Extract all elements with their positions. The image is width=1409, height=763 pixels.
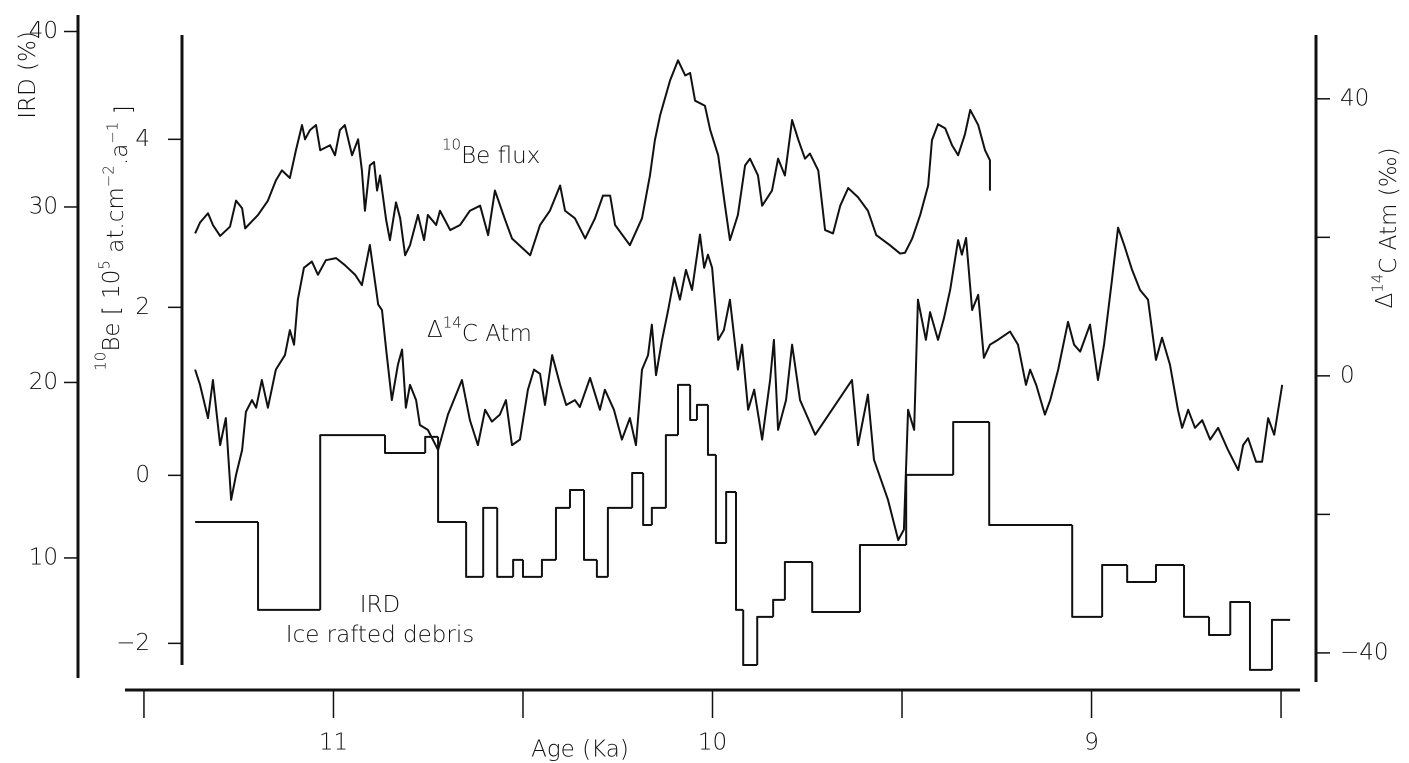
ird-step xyxy=(554,506,570,560)
ird-step xyxy=(695,403,708,421)
ird-step xyxy=(1126,564,1156,583)
ird-step xyxy=(1101,563,1128,617)
text-part: IRD xyxy=(360,592,400,618)
series-line xyxy=(194,59,991,257)
ird-step xyxy=(811,561,860,613)
text-part: 14 xyxy=(443,313,462,331)
y3-tick-label: −40 xyxy=(1340,639,1389,665)
ird-step xyxy=(783,560,813,600)
text-part: IRD (%) xyxy=(15,31,41,119)
ird-axis-title: IRD (%) xyxy=(15,31,41,119)
ird-step xyxy=(735,491,744,611)
ird-step xyxy=(706,404,716,456)
ird-step xyxy=(642,473,652,526)
ird-step xyxy=(521,559,542,578)
ird-step xyxy=(714,454,727,545)
ird-step xyxy=(1229,600,1250,635)
c14-axis-title: Δ14C Atm (‰) xyxy=(1368,147,1402,308)
ird-step xyxy=(631,472,644,508)
ird-step xyxy=(742,609,758,666)
ird-step xyxy=(540,558,556,577)
ird-step xyxy=(952,420,990,475)
y-tick-label: 40 xyxy=(29,18,58,44)
ird-step xyxy=(1154,563,1185,582)
ird-step xyxy=(1208,616,1231,636)
ird-step xyxy=(424,435,439,453)
text-part: C Atm (‰) xyxy=(1376,147,1402,273)
ird-step xyxy=(257,521,321,611)
y-tick-label: 30 xyxy=(29,193,58,219)
ird-step xyxy=(496,507,514,578)
series-line xyxy=(194,226,1284,542)
ird-step xyxy=(677,383,691,436)
ird-step xyxy=(858,543,907,612)
ird-step xyxy=(725,490,736,544)
ird-step xyxy=(595,559,608,578)
y2-tick-label: −2 xyxy=(116,630,150,656)
ird-step xyxy=(319,434,386,610)
text-part: 14 xyxy=(1368,274,1386,293)
series-label: Δ14C Atm xyxy=(427,313,532,347)
text-part: 10 xyxy=(442,135,461,153)
y3-tick-label: 40 xyxy=(1340,85,1369,111)
ird-step xyxy=(583,490,597,561)
ird-step xyxy=(384,435,426,454)
y2-tick-label: 2 xyxy=(135,294,150,320)
be-axis-title: 10Be [ 105 at.cm−2.a−1 ] xyxy=(91,105,137,370)
text-part: C Atm xyxy=(462,321,532,347)
ird-step xyxy=(1071,524,1103,618)
series-label: Ice rafted debris xyxy=(286,622,474,648)
y-tick-label: 20 xyxy=(29,369,58,395)
text-part: −2 xyxy=(99,165,117,187)
text-part: Δ xyxy=(1372,293,1398,309)
ird-step xyxy=(512,558,523,577)
ird-step xyxy=(650,506,666,525)
text-part: Be [ 10 xyxy=(99,270,125,352)
x-tick-label: 10 xyxy=(698,730,727,756)
ird-step xyxy=(606,506,633,577)
ird-step xyxy=(664,434,679,508)
text-part: Be flux xyxy=(461,143,540,169)
ird-step xyxy=(465,521,484,578)
text-part: at.cm xyxy=(103,187,129,260)
ird-step xyxy=(772,598,785,617)
ird-step xyxy=(437,436,467,523)
ird-step xyxy=(568,489,585,508)
text-part: −1 xyxy=(103,122,121,144)
ird-step xyxy=(756,615,774,665)
x-axis-title: Age (Ka) xyxy=(531,737,629,763)
text-part: 10 xyxy=(91,352,109,371)
text-part: 5 xyxy=(95,260,113,270)
ird-step xyxy=(482,506,498,577)
y-tick-label: 10 xyxy=(29,544,58,570)
y2-tick-label: 4 xyxy=(135,126,150,152)
series-label: 10Be flux xyxy=(442,135,540,169)
ird-step xyxy=(1270,618,1291,670)
text-part: ] xyxy=(111,105,137,121)
ird-step xyxy=(1248,601,1272,671)
ird-step xyxy=(689,384,697,422)
ird-step xyxy=(988,421,1073,526)
x-tick-label: 11 xyxy=(319,730,348,756)
text-part: .a xyxy=(107,144,133,165)
ird-step xyxy=(905,473,954,545)
y2-tick-label: 0 xyxy=(135,462,150,488)
x-tick-label: 9 xyxy=(1084,730,1099,756)
series-label: IRD xyxy=(360,592,400,618)
ird-step xyxy=(1183,564,1210,618)
y3-tick-label: 0 xyxy=(1340,362,1355,388)
text-part: Δ xyxy=(427,317,443,343)
text-part: Ice rafted debris xyxy=(286,622,474,648)
